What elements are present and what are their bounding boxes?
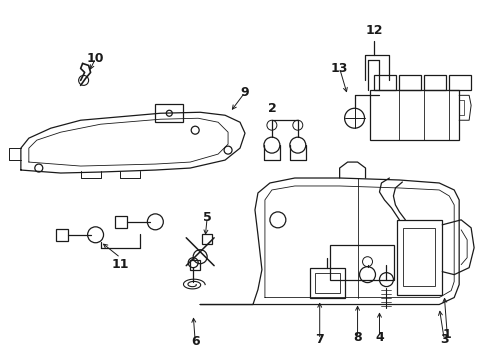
Bar (424, 75, 446, 90)
Text: 9: 9 (240, 86, 249, 99)
Text: 1: 1 (442, 328, 450, 341)
Text: 2: 2 (267, 102, 276, 115)
Text: 13: 13 (330, 62, 347, 75)
Bar (56, 229, 67, 241)
Bar (314, 273, 339, 293)
Text: 5: 5 (203, 211, 211, 224)
Bar (155, 104, 183, 122)
Bar (448, 75, 470, 90)
Text: 12: 12 (365, 24, 383, 37)
Bar (309, 268, 344, 298)
Bar (329, 245, 394, 280)
Bar (190, 260, 200, 270)
Bar (202, 234, 212, 244)
Text: 8: 8 (352, 331, 361, 344)
Bar (374, 75, 396, 90)
Bar (115, 216, 127, 228)
Bar (369, 90, 458, 140)
Bar (403, 228, 434, 285)
Text: 11: 11 (111, 258, 129, 271)
Text: 10: 10 (87, 52, 104, 65)
Text: 6: 6 (190, 335, 199, 348)
Text: 4: 4 (374, 331, 383, 344)
Bar (397, 220, 441, 294)
Text: 7: 7 (315, 333, 324, 346)
Bar (399, 75, 421, 90)
Text: 3: 3 (439, 333, 447, 346)
